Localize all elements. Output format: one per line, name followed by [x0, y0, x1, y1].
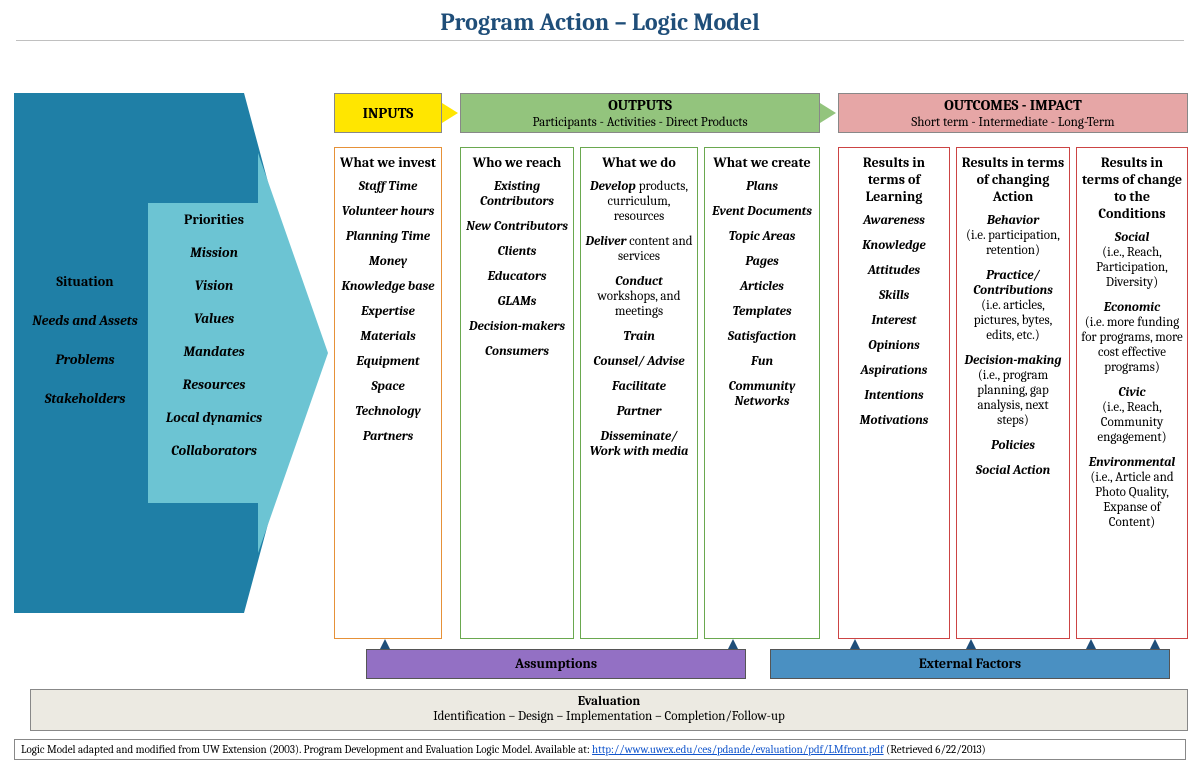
priorities-list: Priorities Mission Vision Values Mandate… [154, 211, 274, 475]
assumptions-bar: Assumptions [366, 649, 746, 679]
diagram-canvas: Situation Needs and Assets Problems Stak… [0, 41, 1200, 721]
up-arrow-icon [380, 639, 390, 649]
header-inputs: INPUTS [334, 93, 442, 133]
arrow-icon [442, 103, 458, 123]
col-inputs: What we invest Staff Time Volunteer hour… [334, 147, 442, 639]
situation-list: Situation Needs and Assets Problems Stak… [20, 273, 150, 429]
up-arrow-icon [966, 639, 976, 649]
source-link[interactable]: http://www.uwex.edu/ces/pdande/evaluatio… [592, 743, 884, 756]
evaluation-box: Evaluation Identification – Design – Imp… [30, 689, 1188, 731]
header-outputs: OUTPUTS Participants - Activities - Dire… [460, 93, 820, 133]
col-intermediate: Results in terms of changing Action Beha… [956, 147, 1070, 639]
context-arrow: Situation Needs and Assets Problems Stak… [14, 93, 324, 613]
arrow-icon [820, 103, 836, 123]
col-products: What we create Plans Event Documents Top… [704, 147, 820, 639]
footer-citation: Logic Model adapted and modified from UW… [14, 739, 1186, 760]
col-short-term: Results in terms of Learning Awareness K… [838, 147, 950, 639]
up-arrow-icon [1150, 639, 1160, 649]
col-long-term: Results in terms of change to the Condit… [1076, 147, 1188, 639]
external-factors-bar: External Factors [770, 649, 1170, 679]
up-arrow-icon [728, 639, 738, 649]
col-activities: What we do Develop products, curriculum,… [580, 147, 698, 639]
up-arrow-icon [1086, 639, 1096, 649]
up-arrow-icon [850, 639, 860, 649]
header-outcomes: OUTCOMES - IMPACT Short term - Intermedi… [838, 93, 1188, 133]
page-title: Program Action – Logic Model [16, 0, 1184, 41]
col-participants: Who we reach Existing Contributors New C… [460, 147, 574, 639]
